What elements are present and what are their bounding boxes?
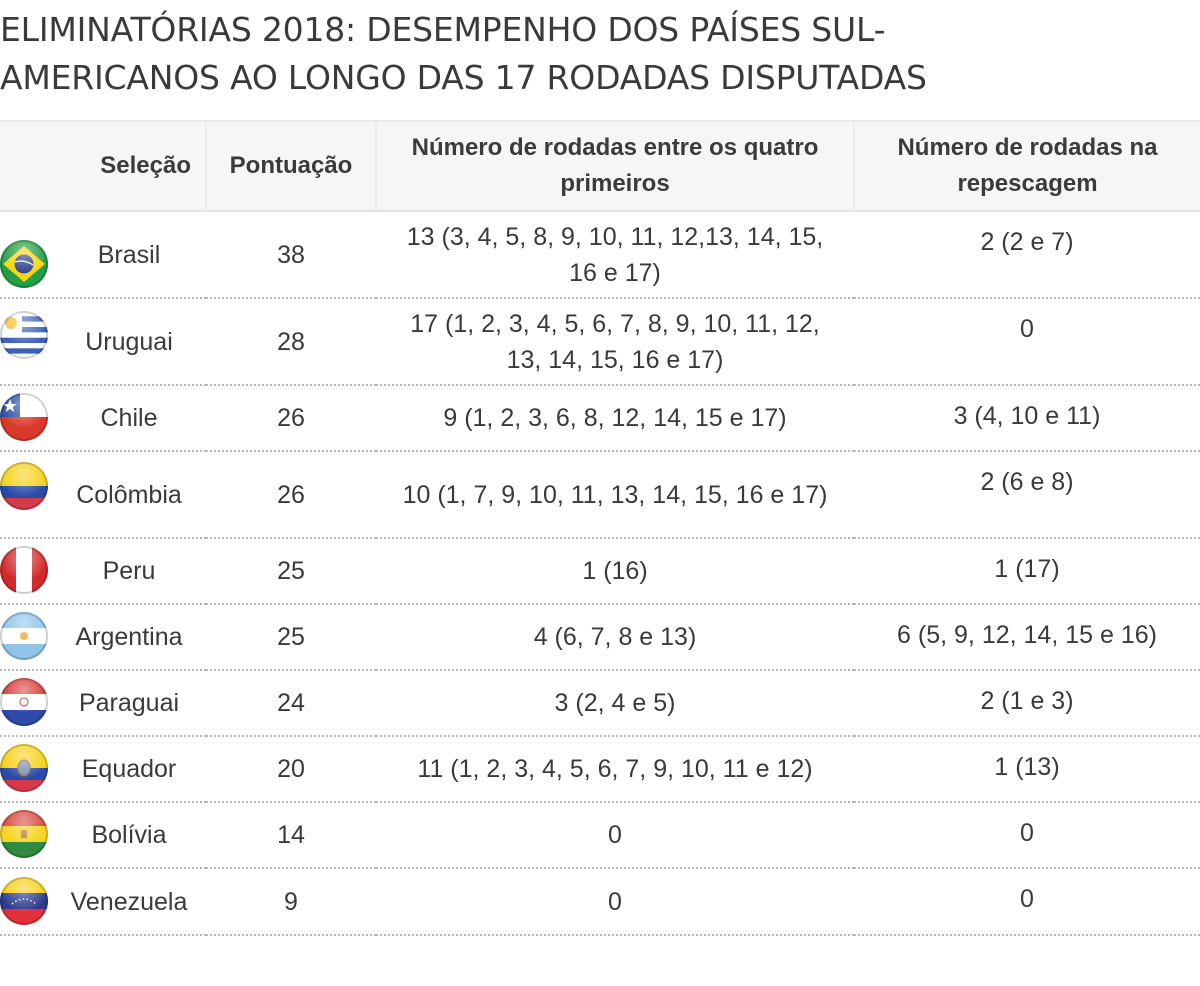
repescagem-cell: 0 <box>854 868 1200 936</box>
repescagem-cell: 2 (1 e 3) <box>854 670 1200 737</box>
top4-cell: 10 (1, 7, 9, 10, 11, 13, 14, 15, 16 e 17… <box>376 451 854 539</box>
top4-cell: 0 <box>376 868 854 936</box>
table-row: Brasil 38 13 (3, 4, 5, 8, 9, 10, 11, 12,… <box>0 211 1200 299</box>
page-title: ELIMINATÓRIAS 2018: DESEMPENHO DOS PAÍSE… <box>0 6 1200 102</box>
top4-cell: 0 <box>376 802 854 869</box>
top4-cell: 3 (2, 4 e 5) <box>376 670 854 737</box>
header-repescagem: Número de rodadas na repescagem <box>853 120 1200 212</box>
pontuacao-cell: 38 <box>206 211 376 299</box>
table-row: Equador 20 11 (1, 2, 3, 4, 5, 6, 7, 9, 1… <box>0 736 1200 803</box>
argentina-flag-icon <box>0 612 48 660</box>
country-name: Equador <box>81 755 177 783</box>
pontuacao-cell: 9 <box>206 868 376 936</box>
pontuacao-cell: 26 <box>206 451 376 539</box>
colombia-flag-icon <box>0 462 48 510</box>
repescagem-cell: 2 (2 e 7) <box>854 211 1200 299</box>
bolivia-flag-icon <box>0 810 48 858</box>
table-row: Colômbia 26 10 (1, 7, 9, 10, 11, 13, 14,… <box>0 451 1200 539</box>
repescagem-cell: 6 (5, 9, 12, 14, 15 e 16) <box>854 604 1200 671</box>
selecao-cell: Paraguai <box>0 670 206 737</box>
selecao-cell: Argentina <box>0 604 206 671</box>
table-row: Uruguai 28 17 (1, 2, 3, 4, 5, 6, 7, 8, 9… <box>0 298 1200 386</box>
selecao-cell: Peru <box>0 538 206 605</box>
table-row: Paraguai 24 3 (2, 4 e 5) 2 (1 e 3) <box>0 670 1200 737</box>
repescagem-cell: 1 (17) <box>854 538 1200 605</box>
peru-flag-icon <box>0 546 48 594</box>
selecao-cell: Uruguai <box>0 298 206 386</box>
pontuacao-cell: 25 <box>206 604 376 671</box>
brazil-flag-icon <box>0 240 48 288</box>
top4-cell: 9 (1, 2, 3, 6, 8, 12, 14, 15 e 17) <box>376 385 854 452</box>
selecao-cell: Colômbia <box>0 451 206 539</box>
pontuacao-cell: 24 <box>206 670 376 737</box>
selecao-cell: Venezuela <box>0 868 206 936</box>
table-row: Chile 26 9 (1, 2, 3, 6, 8, 12, 14, 15 e … <box>0 385 1200 452</box>
country-name: Chile <box>100 404 158 432</box>
top4-cell: 17 (1, 2, 3, 4, 5, 6, 7, 8, 9, 10, 11, 1… <box>376 298 854 386</box>
header-selecao: Seleção <box>0 120 206 212</box>
selecao-cell: Brasil <box>0 211 206 299</box>
selecao-cell: Bolívia <box>0 802 206 869</box>
country-name: Peru <box>102 557 156 585</box>
country-name: Bolívia <box>91 821 167 849</box>
top4-cell: 11 (1, 2, 3, 4, 5, 6, 7, 9, 10, 11 e 12) <box>376 736 854 803</box>
chile-flag-icon <box>0 393 48 441</box>
country-name: Argentina <box>75 623 183 651</box>
pontuacao-cell: 14 <box>206 802 376 869</box>
title-line-1: ELIMINATÓRIAS 2018: DESEMPENHO DOS PAÍSE… <box>0 10 886 49</box>
header-pontuacao: Pontuação <box>205 120 376 212</box>
venezuela-flag-icon <box>0 876 48 925</box>
country-name: Uruguai <box>85 327 173 356</box>
title-line-2: AMERICANOS AO LONGO DAS 17 RODADAS DISPU… <box>0 58 927 97</box>
uruguay-flag-icon <box>0 311 48 359</box>
table-header-row: Seleção Pontuação Número de rodadas entr… <box>0 120 1200 212</box>
pontuacao-cell: 20 <box>206 736 376 803</box>
pontuacao-cell: 26 <box>206 385 376 452</box>
repescagem-cell: 1 (13) <box>854 736 1200 803</box>
top4-cell: 1 (16) <box>376 538 854 605</box>
table-row: Peru 25 1 (16) 1 (17) <box>0 538 1200 605</box>
selecao-cell: Equador <box>0 736 206 803</box>
country-name: Paraguai <box>78 689 180 717</box>
repescagem-cell: 2 (6 e 8) <box>854 451 1200 539</box>
table-row: Bolívia 14 0 0 <box>0 802 1200 869</box>
country-name: Venezuela <box>70 887 188 916</box>
repescagem-cell: 0 <box>854 298 1200 386</box>
pontuacao-cell: 28 <box>206 298 376 386</box>
standings-table: Seleção Pontuação Número de rodadas entr… <box>0 120 1200 936</box>
header-top4: Número de rodadas entre os quatro primei… <box>375 120 854 212</box>
selecao-cell: Chile <box>0 385 206 452</box>
repescagem-cell: 0 <box>854 802 1200 869</box>
top4-cell: 13 (3, 4, 5, 8, 9, 10, 11, 12,13, 14, 15… <box>376 211 854 299</box>
country-name: Colômbia <box>76 480 182 509</box>
paraguay-flag-icon <box>0 678 48 726</box>
pontuacao-cell: 25 <box>206 538 376 605</box>
table-row: Argentina 25 4 (6, 7, 8 e 13) 6 (5, 9, 1… <box>0 604 1200 671</box>
repescagem-cell: 3 (4, 10 e 11) <box>854 385 1200 452</box>
table-row: Venezuela 9 0 0 <box>0 868 1200 936</box>
ecuador-flag-icon <box>0 744 48 792</box>
top4-cell: 4 (6, 7, 8 e 13) <box>376 604 854 671</box>
country-name: Brasil <box>97 240 161 269</box>
